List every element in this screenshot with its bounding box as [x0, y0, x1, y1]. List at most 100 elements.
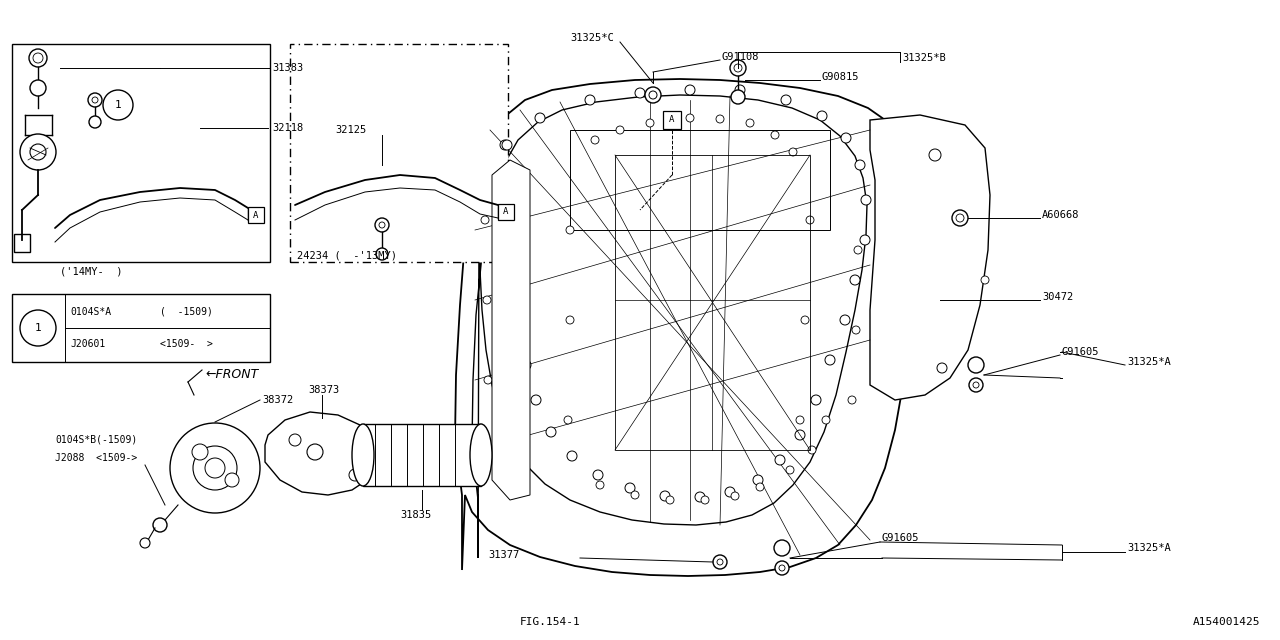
Text: 38373: 38373 — [308, 385, 339, 395]
Circle shape — [781, 95, 791, 105]
Bar — [12, 44, 270, 262]
Text: FIG.154-1: FIG.154-1 — [520, 617, 581, 627]
Text: 31835: 31835 — [399, 510, 431, 520]
Text: 32125: 32125 — [335, 125, 366, 135]
Circle shape — [774, 540, 790, 556]
Circle shape — [850, 275, 860, 285]
Circle shape — [29, 80, 46, 96]
Circle shape — [33, 53, 44, 63]
Circle shape — [855, 160, 865, 170]
Circle shape — [716, 115, 724, 123]
Circle shape — [90, 116, 101, 128]
Circle shape — [686, 114, 694, 122]
Bar — [248, 207, 264, 223]
Circle shape — [170, 423, 260, 513]
Circle shape — [801, 316, 809, 324]
Circle shape — [746, 119, 754, 127]
Circle shape — [826, 355, 835, 365]
Circle shape — [774, 455, 785, 465]
Text: 38372: 38372 — [262, 395, 293, 405]
Circle shape — [92, 97, 99, 103]
Text: 31325*C: 31325*C — [570, 33, 613, 43]
Text: A: A — [253, 211, 259, 220]
Text: 31325*A: 31325*A — [1126, 357, 1171, 367]
Text: A: A — [503, 207, 508, 216]
Circle shape — [852, 326, 860, 334]
Text: G90815: G90815 — [822, 72, 859, 82]
Circle shape — [484, 376, 492, 384]
Text: 30472: 30472 — [1042, 292, 1073, 302]
Text: A: A — [669, 115, 675, 125]
Circle shape — [756, 483, 764, 491]
Circle shape — [817, 111, 827, 121]
Circle shape — [515, 325, 525, 335]
Circle shape — [192, 444, 207, 460]
Circle shape — [635, 88, 645, 98]
Circle shape — [376, 248, 388, 260]
Circle shape — [849, 396, 856, 404]
Circle shape — [731, 90, 745, 104]
Circle shape — [780, 565, 785, 571]
Circle shape — [483, 296, 492, 304]
Polygon shape — [265, 412, 378, 495]
Circle shape — [631, 491, 639, 499]
Circle shape — [140, 538, 150, 548]
Circle shape — [724, 487, 735, 497]
Ellipse shape — [470, 424, 492, 486]
Circle shape — [566, 316, 573, 324]
Circle shape — [205, 458, 225, 478]
Circle shape — [822, 416, 829, 424]
Text: 24234 (  -'13MY): 24234 ( -'13MY) — [297, 250, 397, 260]
Circle shape — [506, 205, 515, 215]
Circle shape — [730, 60, 746, 76]
Bar — [570, 130, 829, 230]
Bar — [12, 294, 270, 362]
Circle shape — [20, 310, 56, 346]
Polygon shape — [870, 115, 989, 400]
Ellipse shape — [352, 424, 374, 486]
Circle shape — [307, 444, 323, 460]
Text: 31377: 31377 — [488, 550, 520, 560]
Text: (  -1509): ( -1509) — [160, 307, 212, 317]
Circle shape — [980, 276, 989, 284]
Circle shape — [701, 496, 709, 504]
Circle shape — [795, 430, 805, 440]
Circle shape — [596, 481, 604, 489]
Circle shape — [102, 90, 133, 120]
Text: 1: 1 — [35, 323, 41, 333]
Circle shape — [379, 222, 385, 228]
Circle shape — [29, 49, 47, 67]
Circle shape — [685, 85, 695, 95]
Text: G91605: G91605 — [1062, 347, 1100, 357]
Circle shape — [733, 64, 742, 72]
Text: G91108: G91108 — [722, 52, 759, 62]
Polygon shape — [492, 160, 530, 500]
Circle shape — [500, 140, 509, 150]
Circle shape — [564, 416, 572, 424]
Circle shape — [937, 363, 947, 373]
Circle shape — [289, 434, 301, 446]
Text: ('14MY-  ): ('14MY- ) — [60, 267, 123, 277]
Circle shape — [193, 446, 237, 490]
Circle shape — [521, 360, 531, 370]
Circle shape — [860, 235, 870, 245]
Circle shape — [585, 95, 595, 105]
Circle shape — [593, 470, 603, 480]
Circle shape — [154, 518, 166, 532]
Text: <1509-  >: <1509- > — [160, 339, 212, 349]
Circle shape — [956, 214, 964, 222]
Circle shape — [20, 134, 56, 170]
Circle shape — [507, 245, 517, 255]
Circle shape — [616, 126, 625, 134]
Circle shape — [973, 382, 979, 388]
Polygon shape — [454, 79, 922, 576]
Circle shape — [349, 469, 361, 481]
Circle shape — [535, 113, 545, 123]
Polygon shape — [472, 95, 867, 558]
Circle shape — [503, 170, 513, 180]
Circle shape — [713, 555, 727, 569]
Circle shape — [645, 87, 660, 103]
Circle shape — [509, 285, 520, 295]
Text: 0104S*A: 0104S*A — [70, 307, 111, 317]
Circle shape — [952, 210, 968, 226]
